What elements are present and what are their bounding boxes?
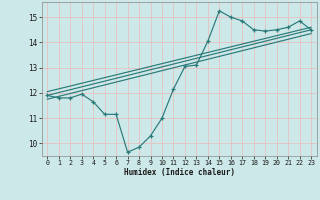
X-axis label: Humidex (Indice chaleur): Humidex (Indice chaleur) [124, 168, 235, 177]
